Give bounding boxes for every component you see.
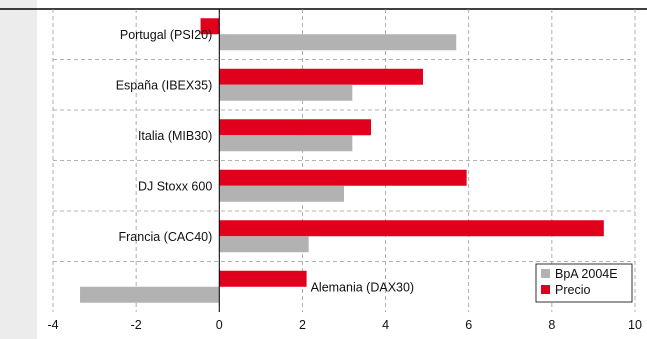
legend-swatch-precio [541, 285, 550, 294]
bar-precio [219, 270, 307, 287]
x-tick-label: 10 [628, 318, 642, 332]
bar-bpa [80, 286, 220, 303]
x-tick-label: 2 [299, 318, 306, 332]
bar-precio [219, 119, 372, 136]
left-panel [0, 0, 37, 339]
bar-precio [219, 68, 423, 85]
x-axis-tick-labels: -4 -2 0 2 4 6 8 10 [47, 318, 642, 332]
category-label: Italia (MIB30) [138, 129, 212, 143]
bar-precio [219, 169, 467, 186]
legend: BpA 2004E Precio [535, 263, 633, 303]
bar-bpa [219, 236, 309, 253]
bar-precio [200, 18, 220, 35]
legend-swatch-bpa [541, 269, 550, 278]
bar-bpa [219, 34, 457, 51]
bar-bpa [219, 84, 353, 101]
bars [80, 18, 604, 303]
x-tick-label: -2 [131, 318, 142, 332]
bar-bpa [219, 185, 344, 202]
x-tick-label: 4 [382, 318, 389, 332]
x-tick-label: -4 [47, 318, 58, 332]
category-label: Alemania (DAX30) [311, 280, 415, 294]
bar-precio [219, 220, 604, 237]
x-tick-label: 8 [548, 318, 555, 332]
bar-bpa [219, 135, 353, 152]
category-label: España (IBEX35) [116, 78, 213, 92]
legend-box [535, 263, 633, 303]
x-tick-label: 0 [216, 318, 223, 332]
category-label: Francia (CAC40) [119, 230, 213, 244]
x-tick-label: 6 [465, 318, 472, 332]
legend-label-bpa: BpA 2004E [555, 267, 618, 281]
category-label: Portugal (PSI20) [120, 28, 212, 42]
legend-label-precio: Precio [555, 283, 590, 297]
category-labels: Portugal (PSI20) España (IBEX35) Italia (M… [116, 28, 414, 295]
category-label: DJ Stoxx 600 [138, 179, 212, 193]
